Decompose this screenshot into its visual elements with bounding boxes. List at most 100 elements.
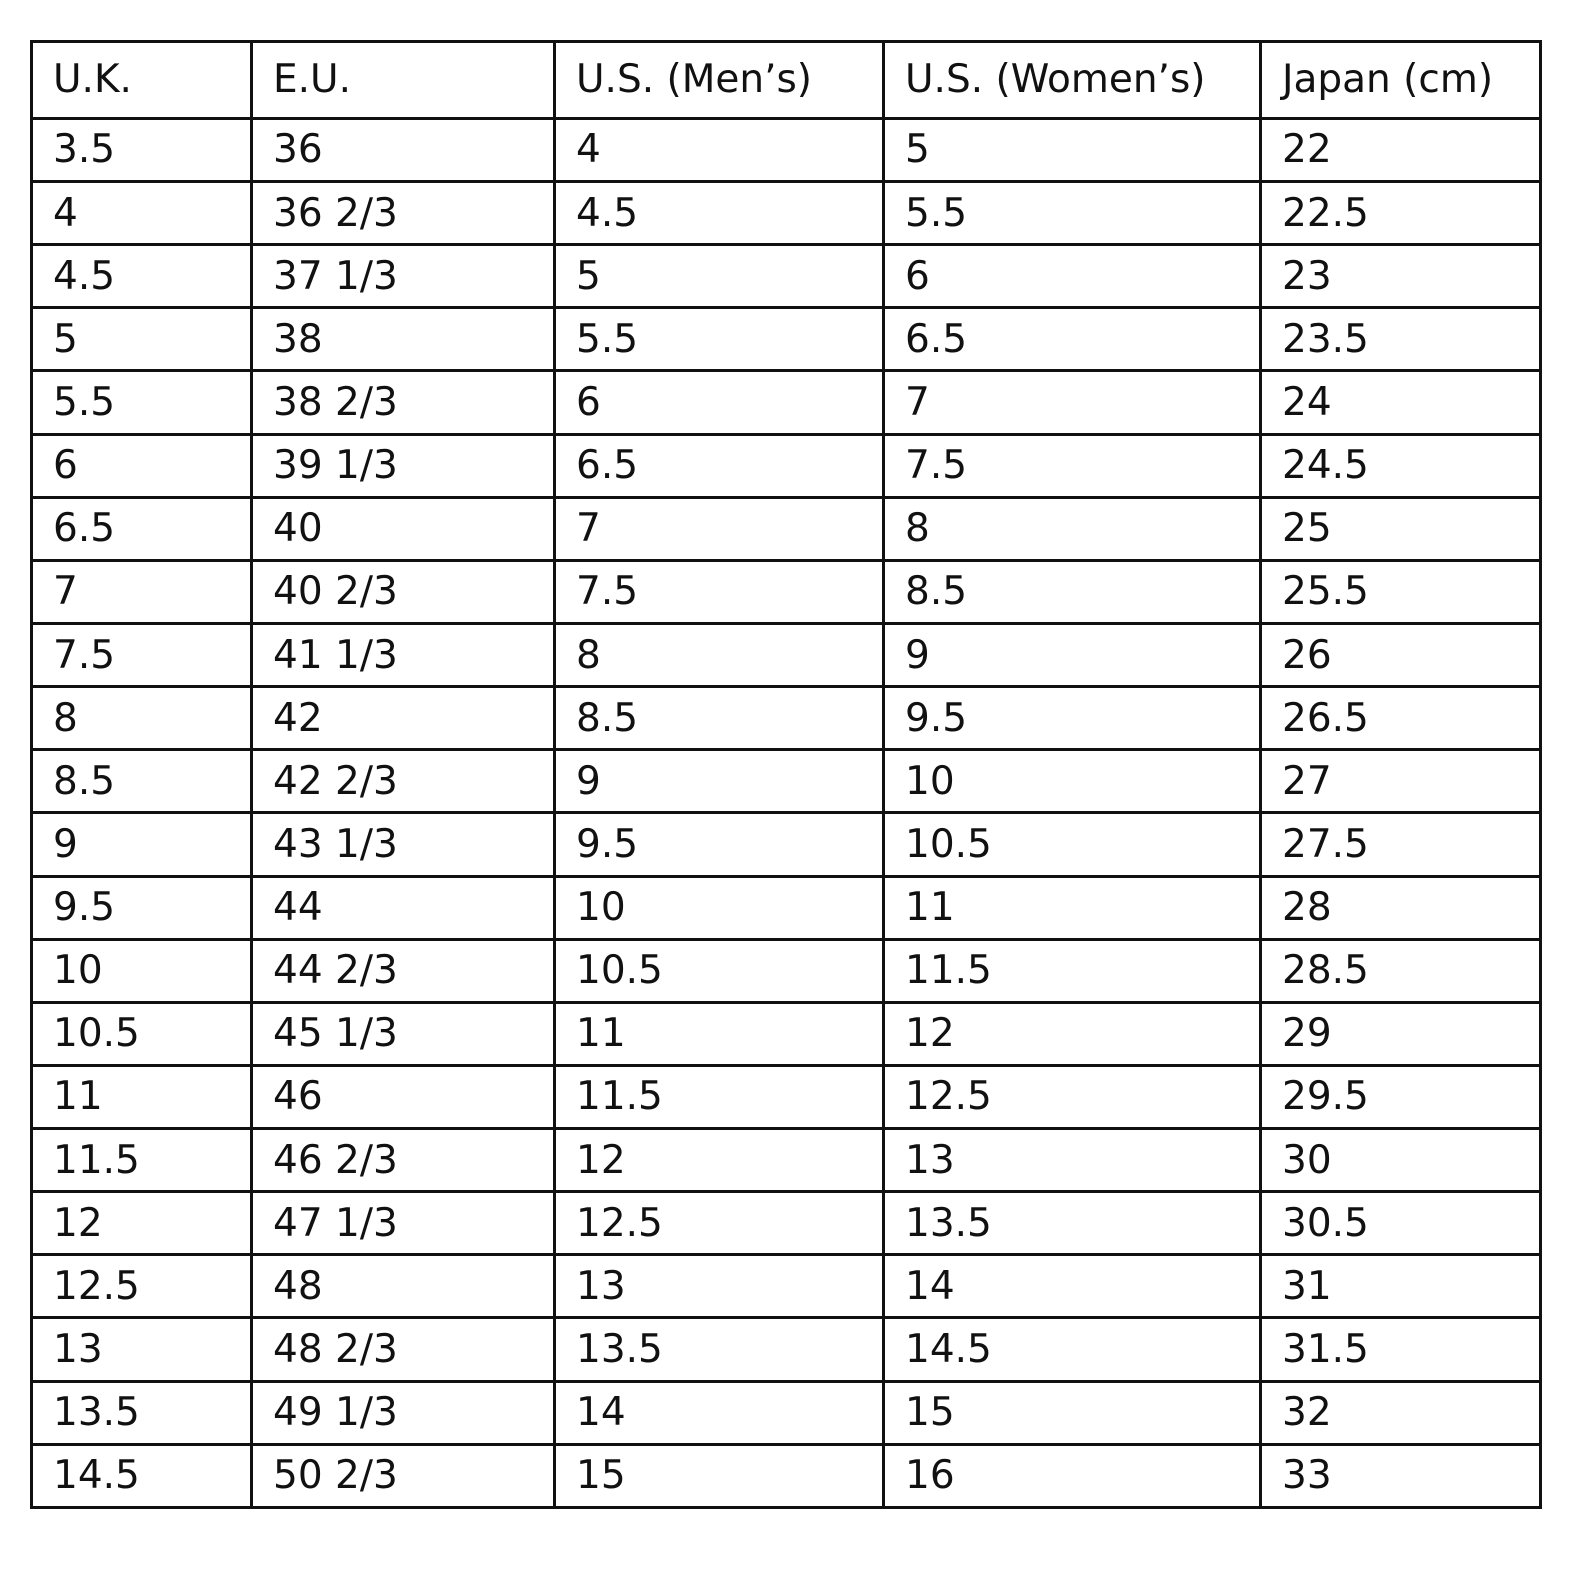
table-cell: 7 <box>882 369 1262 436</box>
table-cell: 4.5 <box>30 243 253 310</box>
table-cell: 31.5 <box>1259 1316 1542 1383</box>
table-cell: 9.5 <box>882 685 1262 752</box>
table-cell: 11 <box>30 1063 253 1131</box>
table-cell: 38 2/3 <box>250 369 556 436</box>
header-cell: U.K. <box>30 40 253 120</box>
table-cell: 22.5 <box>1259 179 1542 247</box>
table-cell: 8.5 <box>30 748 253 815</box>
table-cell: 46 2/3 <box>250 1127 556 1194</box>
table-cell: 31 <box>1259 1253 1542 1320</box>
table-cell: 42 <box>250 685 556 752</box>
table-row: 4 36 2/3 4.5 5.5 22.5 <box>30 179 1542 247</box>
table-cell: 10 <box>553 874 885 941</box>
table-cell: 11.5 <box>882 937 1262 1004</box>
table-cell: 9 <box>30 811 253 878</box>
table-cell: 40 <box>250 495 556 562</box>
table-cell: 15 <box>882 1379 1262 1446</box>
table-row: 6.5 40 7 8 25 <box>30 495 1542 562</box>
table-row: 8.5 42 2/3 9 10 27 <box>30 748 1542 815</box>
table-cell: 42 2/3 <box>250 748 556 815</box>
table-cell: 14.5 <box>882 1316 1262 1383</box>
table-cell: 11 <box>553 1000 885 1067</box>
table-cell: 13.5 <box>553 1316 885 1383</box>
table-row: 4.5 37 1/3 5 6 23 <box>30 243 1542 310</box>
table-cell: 12 <box>882 1000 1262 1067</box>
table-row: 9.5 44 10 11 28 <box>30 874 1542 941</box>
table-cell: 30 <box>1259 1127 1542 1194</box>
table-cell: 10.5 <box>30 1000 253 1067</box>
table-cell: 8.5 <box>553 685 885 752</box>
header-cell: U.S. (Women’s) <box>882 40 1262 120</box>
table-cell: 9.5 <box>30 874 253 941</box>
table-cell: 12.5 <box>882 1063 1262 1131</box>
table-row: 10 44 2/3 10.5 11.5 28.5 <box>30 937 1542 1004</box>
table-row: 10.5 45 1/3 11 12 29 <box>30 1000 1542 1067</box>
table-cell: 27.5 <box>1259 811 1542 878</box>
table-cell: 8 <box>882 495 1262 562</box>
table-cell: 36 <box>250 116 556 183</box>
table-cell: 8 <box>30 685 253 752</box>
table-cell: 39 1/3 <box>250 432 556 499</box>
table-cell: 4 <box>553 116 885 183</box>
table-cell: 13 <box>30 1316 253 1383</box>
table-cell: 7.5 <box>553 558 885 625</box>
table-row: 11 46 11.5 12.5 29.5 <box>30 1063 1542 1131</box>
table-row: 13 48 2/3 13.5 14.5 31.5 <box>30 1316 1542 1383</box>
table-cell: 6 <box>553 369 885 436</box>
table-cell: 45 1/3 <box>250 1000 556 1067</box>
table-cell: 27 <box>1259 748 1542 815</box>
table-cell: 29 <box>1259 1000 1542 1067</box>
table-cell: 22 <box>1259 116 1542 183</box>
table-cell: 48 2/3 <box>250 1316 556 1383</box>
table-cell: 11.5 <box>30 1127 253 1194</box>
table-row: 6 39 1/3 6.5 7.5 24.5 <box>30 432 1542 499</box>
table-cell: 7 <box>553 495 885 562</box>
table-cell: 10 <box>882 748 1262 815</box>
table-cell: 12 <box>553 1127 885 1194</box>
size-table: U.K. E.U. U.S. (Men’s) U.S. (Women’s) Japan … <box>30 40 1542 1510</box>
table-row: 11.5 46 2/3 12 13 30 <box>30 1127 1542 1194</box>
table-cell: 5.5 <box>553 306 885 373</box>
table-cell: 7.5 <box>882 432 1262 499</box>
table-cell: 29.5 <box>1259 1063 1542 1131</box>
table-cell: 15 <box>553 1442 885 1510</box>
table-cell: 23.5 <box>1259 306 1542 373</box>
table-row: 5 38 5.5 6.5 23.5 <box>30 306 1542 373</box>
table-cell: 10.5 <box>553 937 885 1004</box>
table-cell: 7.5 <box>30 621 253 689</box>
header-row: U.K. E.U. U.S. (Men’s) U.S. (Women’s) Japan … <box>30 40 1542 120</box>
table-row: 3.5 36 4 5 22 <box>30 116 1542 183</box>
table-cell: 7 <box>30 558 253 625</box>
table-cell: 40 2/3 <box>250 558 556 625</box>
table-cell: 12 <box>30 1190 253 1257</box>
table-cell: 6 <box>882 243 1262 310</box>
table-cell: 11 <box>882 874 1262 941</box>
table-cell: 48 <box>250 1253 556 1320</box>
table-cell: 8 <box>553 621 885 689</box>
table-cell: 38 <box>250 306 556 373</box>
table-row: 5.5 38 2/3 6 7 24 <box>30 369 1542 436</box>
table-cell: 9 <box>553 748 885 815</box>
table-cell: 4 <box>30 179 253 247</box>
table-row: 8 42 8.5 9.5 26.5 <box>30 685 1542 752</box>
table-cell: 49 1/3 <box>250 1379 556 1446</box>
table-cell: 37 1/3 <box>250 243 556 310</box>
table-cell: 24.5 <box>1259 432 1542 499</box>
table-cell: 13.5 <box>30 1379 253 1446</box>
table-cell: 5 <box>553 243 885 310</box>
table-cell: 23 <box>1259 243 1542 310</box>
header-cell: U.S. (Men’s) <box>553 40 885 120</box>
table-cell: 9 <box>882 621 1262 689</box>
table-cell: 6 <box>30 432 253 499</box>
table-cell: 33 <box>1259 1442 1542 1510</box>
table-cell: 30.5 <box>1259 1190 1542 1257</box>
table-cell: 47 1/3 <box>250 1190 556 1257</box>
table-cell: 5.5 <box>30 369 253 436</box>
table-cell: 5 <box>882 116 1262 183</box>
table-cell: 43 1/3 <box>250 811 556 878</box>
table-cell: 11.5 <box>553 1063 885 1131</box>
table-cell: 12.5 <box>30 1253 253 1320</box>
table-cell: 28.5 <box>1259 937 1542 1004</box>
header-cell: Japan (cm) <box>1259 40 1542 120</box>
table-row: 7 40 2/3 7.5 8.5 25.5 <box>30 558 1542 625</box>
